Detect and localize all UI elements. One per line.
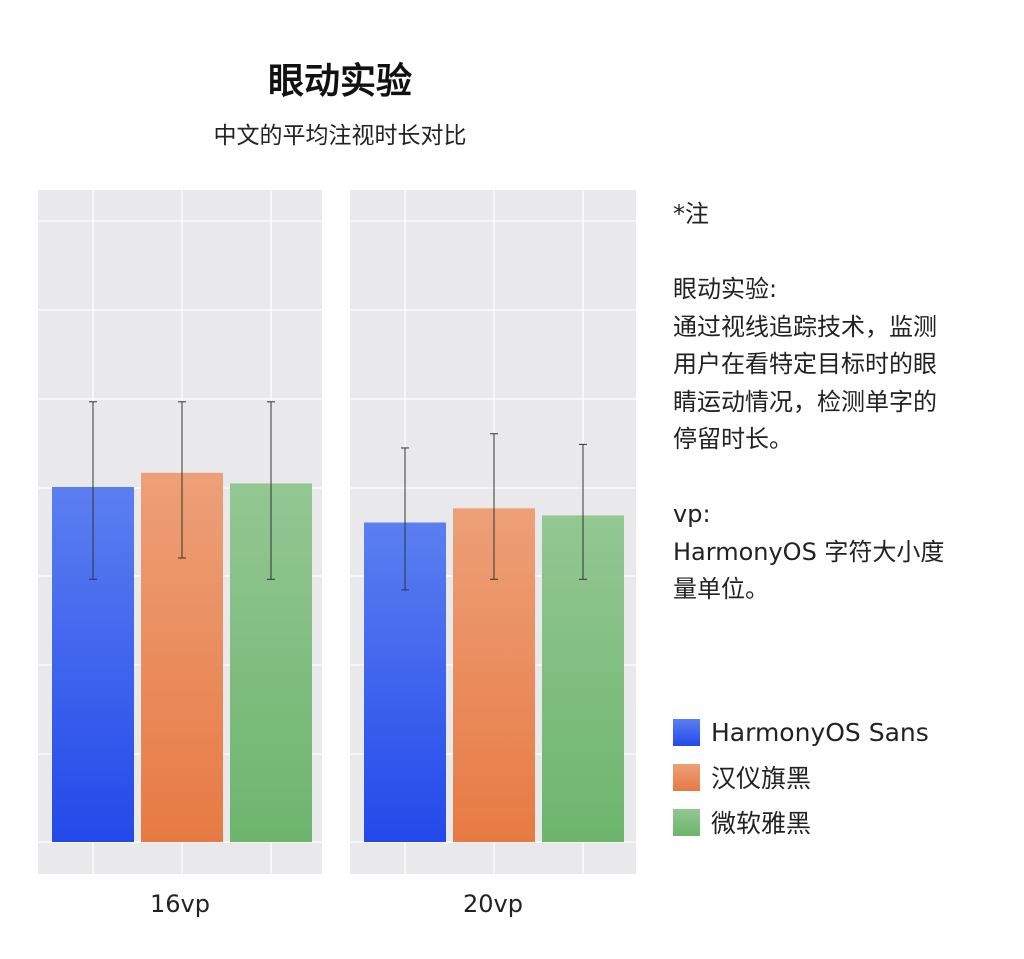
vp-line: 量单位。: [673, 575, 769, 603]
vp-title: vp:: [673, 500, 711, 528]
legend-swatch: [673, 718, 700, 746]
legend-item-harmonyos: HarmonyOS Sans: [673, 716, 929, 748]
experiment-title: 眼动实验:: [673, 275, 778, 303]
category-label: 20vp: [463, 890, 523, 918]
legend-label: 微软雅黑: [711, 809, 812, 838]
chart-subtitle: 中文的平均注视时长对比: [213, 123, 467, 149]
legend-item-hanyi: 汉仪旗黑: [673, 761, 929, 793]
legend-label: HarmonyOS Sans: [711, 717, 929, 747]
legend-swatch: [673, 808, 700, 836]
note-panel: *注 眼动实验: 通过视线追踪技术，监测 用户在看特定目标时的眼 睛运动情况，检…: [673, 196, 1003, 609]
note-heading: *注: [673, 200, 709, 228]
legend-label: 汉仪旗黑: [711, 764, 812, 793]
experiment-line: 通过视线追踪技术，监测: [673, 312, 937, 341]
experiment-line: 停留时长。: [673, 425, 793, 453]
experiment-line: 用户在看特定目标时的眼: [673, 350, 937, 378]
legend-item-yahei: 微软雅黑: [673, 806, 929, 838]
vp-line: HarmonyOS 字符大小度: [673, 537, 945, 566]
category-label: 16vp: [150, 890, 210, 918]
legend: HarmonyOS Sans 汉仪旗黑 微软雅黑: [673, 716, 929, 851]
chart-title: 眼动实验: [267, 61, 412, 102]
experiment-line: 睛运动情况，检测单字的: [673, 387, 937, 416]
bar-chart: 16vp 20vp: [38, 190, 636, 918]
legend-swatch: [673, 763, 700, 791]
